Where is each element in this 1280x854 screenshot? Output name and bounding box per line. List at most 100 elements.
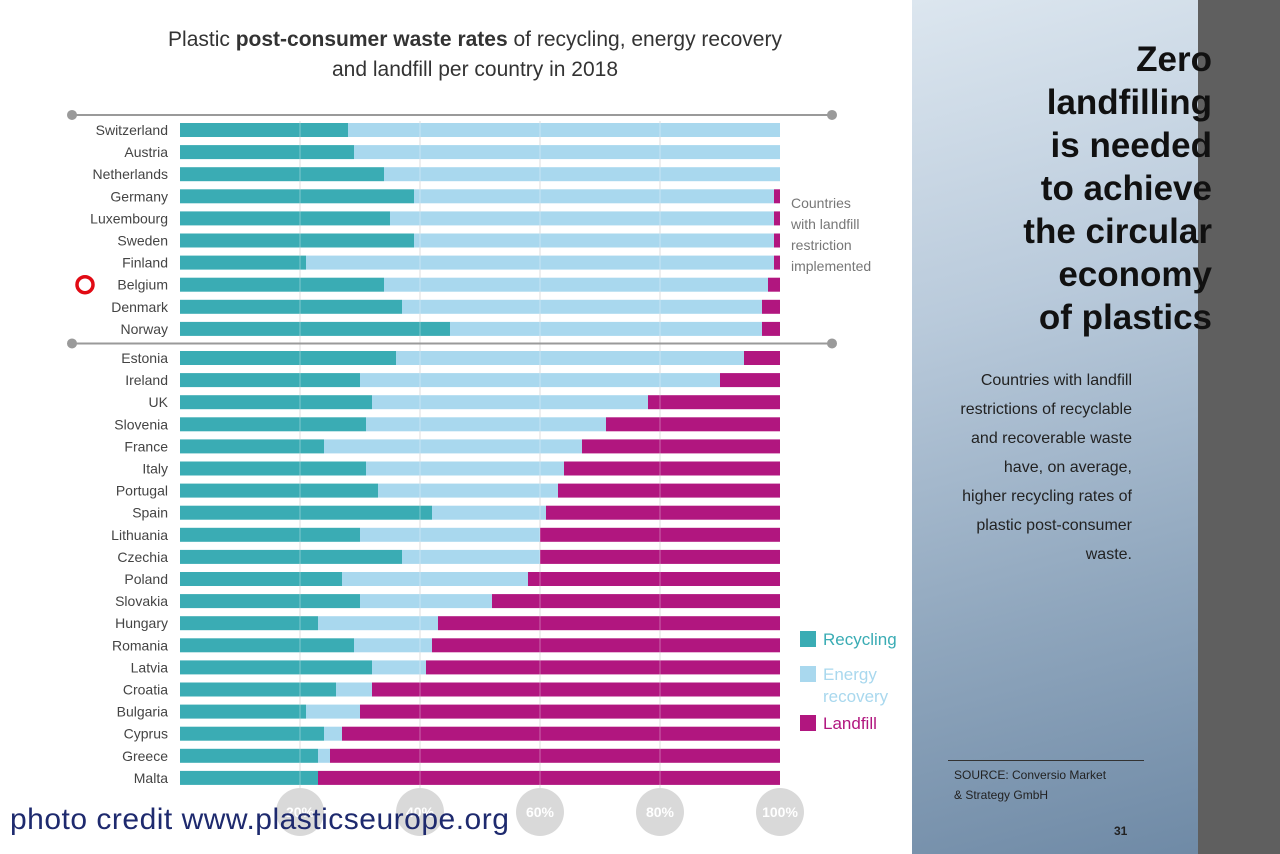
bar-landfill: [774, 233, 780, 248]
category-label: Hungary: [115, 615, 168, 631]
title-text-post: of recycling, energy recovery: [507, 28, 782, 51]
bar-energy-recovery: [324, 726, 342, 741]
bar-landfill: [774, 255, 780, 270]
bar-recycling: [180, 748, 318, 763]
category-label: Cyprus: [124, 726, 168, 742]
bar-energy-recovery: [324, 439, 582, 454]
category-label: Croatia: [123, 682, 168, 698]
bar-recycling: [180, 145, 354, 160]
title-line-2: and landfill per country in 2018: [331, 58, 619, 81]
source-divider: [948, 760, 1144, 761]
right-panel: [912, 0, 1198, 854]
bar-recycling: [180, 417, 366, 432]
legend-swatch-energy-recovery: [800, 666, 816, 682]
bar-energy-recovery: [366, 461, 564, 476]
bar-energy-recovery: [306, 255, 774, 270]
bar-recycling: [180, 167, 384, 182]
bar-energy-recovery: [402, 549, 540, 564]
bar-landfill: [360, 704, 780, 719]
category-label: Slovakia: [115, 593, 168, 609]
group-annotation-line: restriction: [791, 237, 852, 253]
bar-energy-recovery: [360, 594, 492, 609]
bar-energy-recovery: [360, 373, 720, 388]
x-tick-label: 20%: [286, 804, 315, 820]
bar-recycling: [180, 682, 336, 697]
category-label: Greece: [122, 748, 168, 764]
bar-recycling: [180, 549, 402, 564]
category-label: Spain: [132, 505, 168, 521]
x-tick-bubble: [756, 788, 804, 836]
category-label: Norway: [121, 321, 168, 337]
bar-energy-recovery: [336, 682, 372, 697]
legend-swatch-landfill: [800, 715, 816, 731]
bar-landfill: [762, 321, 780, 336]
category-label: Italy: [142, 461, 168, 477]
bar-landfill: [330, 748, 780, 763]
category-label: Bulgaria: [117, 704, 169, 720]
group-annotation-line: with landfill: [790, 216, 859, 232]
bar-energy-recovery: [450, 321, 762, 336]
source-note: SOURCE: Conversio Market & Strategy GmbH: [954, 765, 1154, 805]
category-label: Finland: [122, 255, 168, 271]
bar-landfill: [774, 211, 780, 226]
bar-landfill: [606, 417, 780, 432]
bar-recycling: [180, 638, 354, 653]
bar-energy-recovery: [372, 395, 648, 410]
bar-recycling: [180, 527, 360, 542]
subtext-line: have, on average,: [1003, 459, 1132, 476]
separator-dot: [67, 109, 77, 120]
bar-energy-recovery: [390, 211, 774, 226]
bar-energy-recovery: [318, 748, 330, 763]
source-line: SOURCE: Conversio Market: [954, 768, 1107, 782]
bar-recycling: [180, 255, 306, 270]
legend-label: Landfill: [823, 714, 877, 733]
x-tick-bubble: [276, 788, 324, 836]
bar-recycling: [180, 505, 432, 520]
headline-line: landfilling: [1046, 83, 1212, 122]
legend-label: Energy: [823, 665, 877, 684]
x-tick-label: 80%: [646, 804, 675, 820]
bar-recycling: [180, 704, 306, 719]
bar-landfill: [774, 189, 780, 204]
bar-recycling: [180, 351, 396, 365]
bar-recycling: [180, 321, 450, 336]
bar-energy-recovery: [402, 299, 762, 314]
bar-landfill: [744, 351, 780, 365]
category-label: Belgium: [117, 277, 168, 293]
bar-energy-recovery: [366, 417, 606, 432]
legend-label: Recycling: [823, 630, 897, 649]
category-label: Romania: [112, 637, 168, 653]
bar-landfill: [558, 483, 780, 498]
bar-landfill: [426, 660, 780, 675]
title-text-pre: Plastic: [168, 28, 236, 51]
legend-label: recovery: [823, 687, 889, 706]
bar-recycling: [180, 439, 324, 454]
bar-landfill: [762, 299, 780, 314]
bar-landfill: [438, 616, 780, 631]
subtext-line: higher recycling rates of: [962, 488, 1132, 505]
bar-recycling: [180, 572, 342, 586]
headline-line: the circular: [1023, 212, 1212, 251]
highlight-marker: [75, 274, 95, 295]
bar-landfill: [540, 527, 780, 542]
page-edge-strip: [1198, 0, 1280, 854]
bar-energy-recovery: [348, 123, 780, 137]
category-label: Estonia: [121, 350, 168, 366]
bar-recycling: [180, 373, 360, 388]
bar-energy-recovery: [414, 189, 774, 204]
bar-recycling: [180, 299, 402, 314]
bar-landfill: [564, 461, 780, 476]
bar-landfill: [492, 594, 780, 609]
source-line: & Strategy GmbH: [954, 788, 1049, 802]
bar-recycling: [180, 233, 414, 248]
subtext: Countries with landfill restrictions of …: [902, 366, 1132, 569]
bar-recycling: [180, 770, 318, 785]
category-label: Latvia: [131, 659, 169, 675]
headline: Zero landfilling is needed to achieve th…: [952, 38, 1212, 339]
bar-recycling: [180, 660, 372, 675]
bar-landfill: [582, 439, 780, 454]
bar-energy-recovery: [354, 145, 780, 160]
page-number: 31: [1114, 824, 1128, 838]
category-label: Sweden: [117, 233, 168, 249]
group-annotation-line: implemented: [791, 258, 871, 274]
